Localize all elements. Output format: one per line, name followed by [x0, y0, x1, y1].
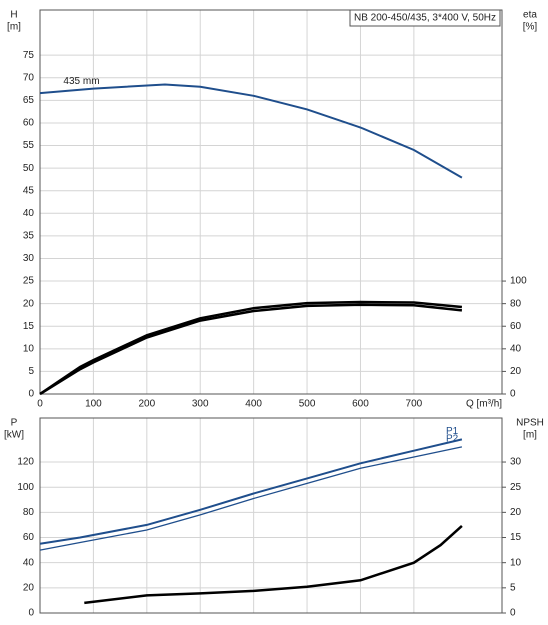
y-tick-label: 120 — [17, 457, 34, 468]
y-tick-label: 10 — [23, 343, 35, 354]
series-label: P1 — [446, 426, 459, 437]
y-tick-label: 55 — [23, 140, 35, 151]
y-tick-label: 60 — [23, 532, 35, 543]
y-tick-label: 25 — [23, 276, 35, 287]
y2-tick-label: 15 — [510, 532, 522, 543]
plot-frame — [39, 9, 503, 395]
series-label: 435 mm — [63, 76, 99, 87]
title-box — [349, 9, 501, 27]
y2-tick-label: 30 — [510, 457, 522, 468]
y2-tick-label: 5 — [510, 582, 516, 593]
y-tick-label: 65 — [23, 95, 35, 106]
x-axis-label: Q [m³/h] — [466, 399, 502, 410]
x-tick-label: 700 — [406, 399, 423, 410]
y-tick-label: 40 — [23, 557, 35, 568]
y-tick-label: 50 — [23, 163, 35, 174]
y2-tick-label: 20 — [510, 507, 522, 518]
series-line — [84, 524, 463, 605]
y2-tick-label: 60 — [510, 321, 522, 332]
y-axis-label: P — [11, 418, 18, 429]
x-tick-label: 300 — [192, 399, 209, 410]
y-tick-label: 40 — [23, 208, 35, 219]
y-tick-label: 75 — [23, 50, 35, 61]
y2-tick-label: 0 — [510, 389, 516, 400]
chart-title: NB 200-450/435, 3*400 V, 50Hz — [354, 13, 496, 24]
y-tick-label: 80 — [23, 507, 35, 518]
x-tick-label: 600 — [352, 399, 369, 410]
y-axis-unit: [m] — [7, 22, 21, 33]
series-label: P2 — [446, 434, 459, 445]
x-tick-label: 500 — [299, 399, 316, 410]
y-tick-label: 100 — [17, 482, 34, 493]
y2-tick-label: 10 — [510, 557, 522, 568]
x-tick-label: 100 — [85, 399, 102, 410]
y-tick-label: 0 — [28, 389, 34, 400]
series-line — [39, 438, 463, 545]
y-tick-label: 70 — [23, 72, 35, 83]
y2-axis-label: NPSH — [516, 418, 544, 429]
y2-tick-label: 80 — [510, 298, 522, 309]
y-axis-label: H — [10, 10, 17, 21]
series-line — [39, 446, 463, 551]
y-tick-label: 60 — [23, 118, 35, 129]
y-tick-label: 15 — [23, 321, 35, 332]
x-tick-label: 400 — [245, 399, 262, 410]
series-line — [39, 303, 463, 396]
y-axis-unit: [kW] — [4, 430, 24, 441]
y2-axis-label: eta — [523, 10, 537, 21]
y-tick-label: 0 — [28, 608, 34, 619]
x-tick-label: 0 — [37, 399, 43, 410]
y-tick-label: 30 — [23, 253, 35, 264]
y2-tick-label: 100 — [510, 276, 527, 287]
y-tick-label: 20 — [23, 298, 35, 309]
y-tick-label: 45 — [23, 185, 35, 196]
x-tick-label: 200 — [138, 399, 155, 410]
plot-frame — [39, 417, 503, 614]
y2-axis-unit: [m] — [523, 430, 537, 441]
y2-tick-label: 25 — [510, 482, 522, 493]
series-line — [39, 300, 463, 396]
y2-axis-unit: [%] — [523, 22, 538, 33]
y-tick-label: 35 — [23, 231, 35, 242]
y2-tick-label: 20 — [510, 366, 522, 377]
series-line — [39, 83, 463, 179]
y-tick-label: 5 — [28, 366, 34, 377]
y-tick-label: 20 — [23, 582, 35, 593]
y2-tick-label: 0 — [510, 608, 516, 619]
y2-tick-label: 40 — [510, 343, 522, 354]
